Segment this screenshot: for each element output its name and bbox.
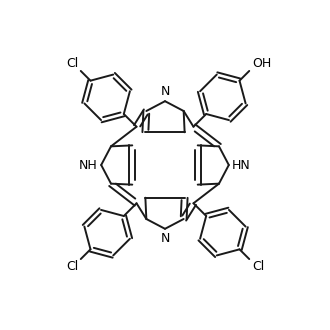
Text: NH: NH	[79, 158, 98, 172]
Text: OH: OH	[252, 57, 271, 70]
Text: HN: HN	[232, 158, 251, 172]
Text: N: N	[160, 232, 170, 245]
Text: Cl: Cl	[66, 260, 78, 273]
Text: Cl: Cl	[66, 57, 78, 70]
Text: N: N	[160, 85, 170, 98]
Text: Cl: Cl	[252, 260, 264, 273]
